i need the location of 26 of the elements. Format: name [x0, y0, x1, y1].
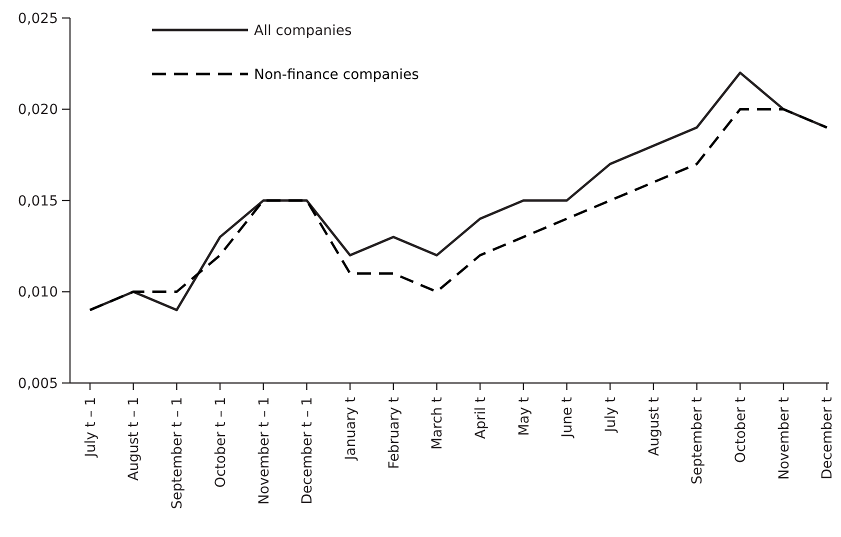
- y-tick-label: 0,010: [18, 284, 58, 301]
- x-tick-label: December t – 1: [300, 397, 316, 504]
- x-tick-label: November t – 1: [256, 397, 272, 505]
- x-tick-label: June t: [560, 396, 576, 438]
- x-tick-label: July t: [603, 396, 620, 434]
- x-tick-label: May t: [516, 396, 532, 436]
- x-tick-label: February t: [386, 396, 402, 469]
- text: All companies: [254, 22, 352, 39]
- x-tick-label: December t: [820, 396, 836, 480]
- x-tick-label: July t – 1: [82, 397, 99, 458]
- y-tick-label: 0,025: [18, 10, 58, 27]
- x-tick-label: March t: [430, 396, 446, 450]
- text: Non-finance companies: [254, 66, 419, 83]
- x-tick-label: September t: [690, 396, 706, 484]
- x-tick-label: April t: [472, 396, 489, 439]
- line-series: [88, 108, 828, 312]
- x-tick-label: October t: [733, 396, 750, 463]
- x-tick-label: November t: [776, 396, 792, 480]
- x-tick-label: August t – 1: [126, 397, 142, 481]
- y-tick-label: 0,015: [18, 193, 58, 210]
- x-tick-label: January t: [342, 396, 359, 462]
- y-tick-label: 0,005: [18, 376, 58, 392]
- x-tick-label: August t: [646, 396, 662, 456]
- y-tick-label: 0,020: [18, 102, 58, 118]
- x-tick-label: September t – 1: [170, 397, 186, 510]
- x-tick-label: October t – 1: [212, 397, 229, 488]
